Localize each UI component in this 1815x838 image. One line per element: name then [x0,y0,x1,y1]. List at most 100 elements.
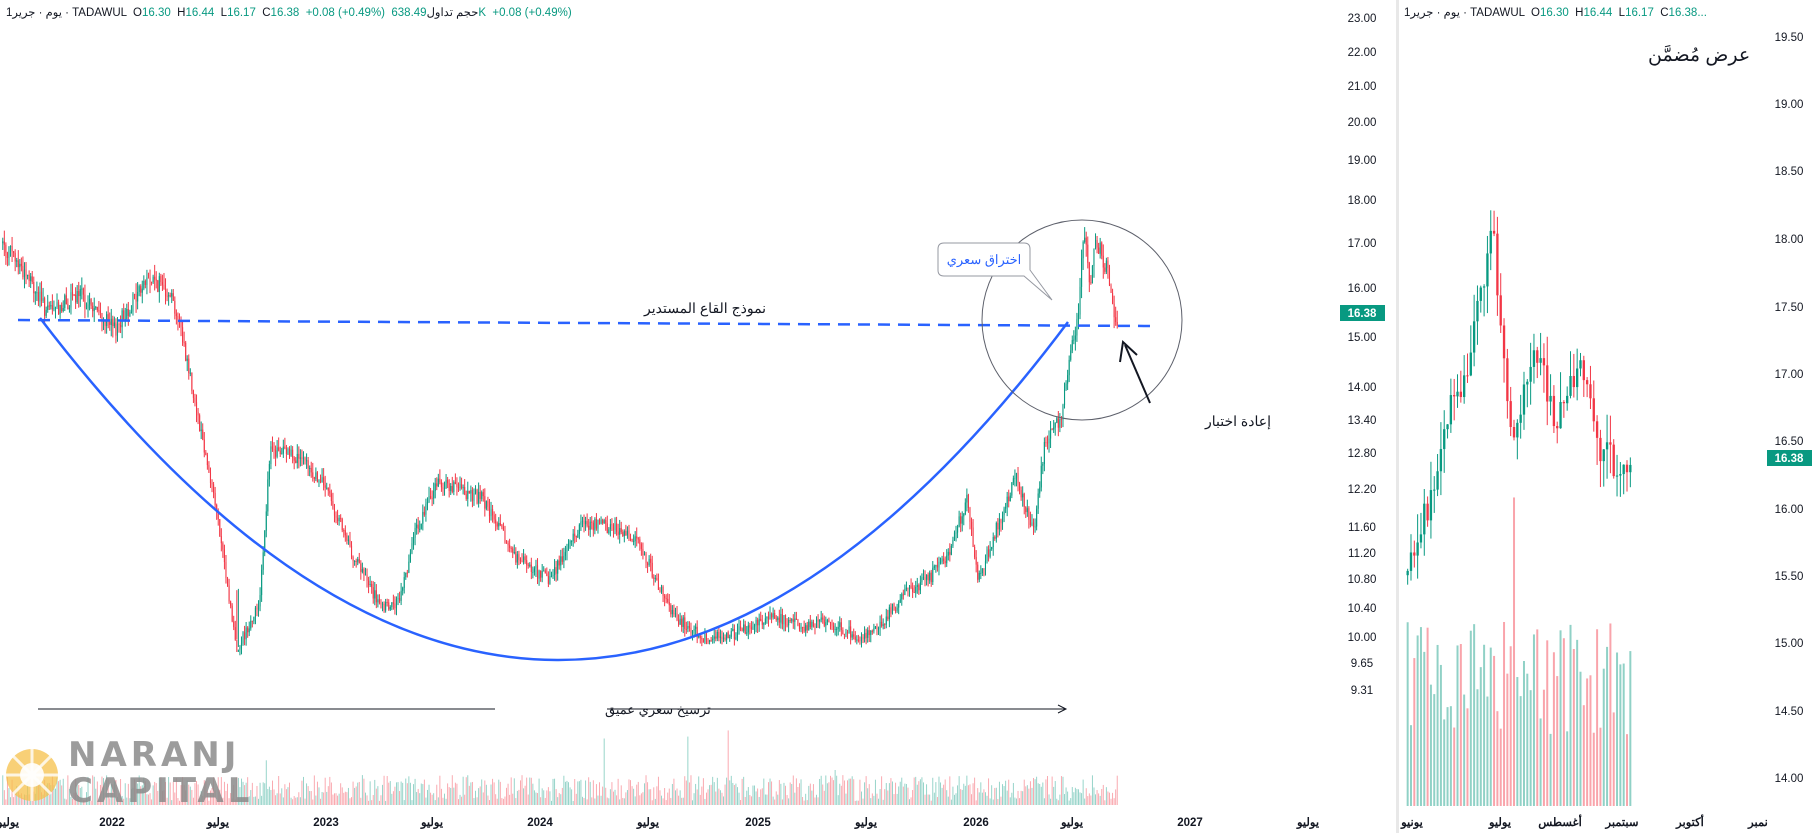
volume-bar [884,789,886,805]
volume-bar [1489,647,1492,806]
volume-bar [1019,798,1021,805]
volume-bar [656,786,658,805]
candle-body [234,627,236,640]
volume-bar [1486,696,1489,806]
candle-body [502,526,504,531]
candle-body [490,508,492,517]
candle-body [90,299,92,306]
candle-body [926,574,928,580]
candle-body [710,640,712,642]
volume-bar [1011,792,1013,805]
candle-body [916,585,918,587]
candle-body [871,630,873,632]
candle-body [138,286,140,292]
candle-body [217,511,219,520]
candle-body [698,635,700,638]
time-tick-label: 2026 [963,817,989,829]
volume-bar [1503,622,1506,806]
volume-bar [439,775,441,805]
price-axis[interactable]: 23.0022.0021.0020.0019.0018.0017.0016.00… [1348,13,1377,697]
volume-bar [1020,790,1022,805]
candle-body [363,569,365,575]
candle-body [130,311,132,313]
volume-bar [183,784,185,805]
volume-bar [836,775,838,805]
volume-bar [344,791,346,805]
candle-body [509,545,511,548]
candle-body [445,479,447,489]
candle-body [616,523,618,532]
volume-bar [192,797,194,805]
volume-bar [98,799,100,805]
candle-body [643,553,646,556]
time-axis[interactable]: يوليو2022يوليو2023يوليو2024يوليو2025يولي… [0,816,1320,830]
volume-bar [988,778,990,805]
time-tick-label: نمبر [1747,817,1768,830]
volume-bar [1526,673,1529,806]
timeframe-label[interactable]: 1يوم [6,7,62,19]
volume-bar [179,800,180,805]
candle-body [780,614,782,623]
volume-bar [923,782,924,805]
volume-bar [583,797,585,805]
candle-body [1039,487,1041,494]
candle-body [275,450,277,457]
inset-price-chart[interactable]: 19.5019.0018.5018.0017.5017.0016.5016.00… [1400,0,1815,833]
candle-body [101,313,103,322]
candle-body [743,624,745,631]
candle-body [236,639,238,652]
volume-bar [983,789,985,805]
volume-bar [1476,689,1479,806]
candle-body [82,288,84,295]
main-chart-panel[interactable]: 23.00 22.00 21.00 20.00 19.00 18.00 17.00 16.00… [0,0,1395,833]
price-tick-label: 15.00 [1775,638,1804,650]
candle-body [660,586,663,592]
candle-body [798,625,801,629]
volume-bar [851,776,853,805]
main-price-chart[interactable]: 23.0022.0021.0020.0019.0018.0017.0016.00… [0,0,1395,833]
panel-divider[interactable] [1396,0,1399,833]
volume-bars [2,730,1118,805]
volume-bar [1033,777,1034,805]
volume-bar [907,787,909,805]
candle-body [653,577,655,579]
candle-body [92,305,94,312]
candle-body [378,599,380,603]
candle-body [1522,384,1526,415]
candle-body [16,260,18,262]
volume-bar [360,797,362,805]
volume-bar [547,787,549,805]
volume-bar [468,785,470,805]
candle-body [219,519,221,537]
volume-bar [354,787,356,805]
candle-body [713,636,715,639]
volume-bar [1569,624,1572,806]
volume-bar [1022,791,1024,805]
volume-bar [335,793,337,805]
candle-body [995,522,997,539]
candle-body [795,618,797,620]
candle-body [1446,424,1449,430]
candle-body [68,307,70,309]
volume-bar [1079,792,1081,805]
volume-bar [1546,640,1549,806]
candle-body [877,628,880,630]
candle-body [13,251,15,253]
volume-bar [1070,798,1072,805]
volume-bar [730,775,732,805]
candle-body [1074,335,1076,340]
volume-bar [130,789,132,805]
volume-bar [502,798,504,805]
inset-time-axis[interactable]: يونيو يوليو أغسطس سبتمبر أكتوبر نمبر [1400,814,1768,830]
volume-bar [389,781,391,805]
volume-bar [1104,800,1106,805]
symbol-label[interactable]: جرير · TADAWUL [12,7,127,19]
candle-body [87,304,89,309]
candle-body [321,477,323,482]
time-tick-label: أغسطس [1538,814,1582,830]
inset-price-axis[interactable]: 19.5019.0018.5018.0017.5017.0016.5016.00… [1775,32,1804,785]
volume-bar [613,791,614,805]
inset-chart-panel[interactable]: 19.50 19.00 18.50 18.00 17.50 17.00 16.50 16.00… [1400,0,1815,833]
volume-bar [822,784,824,805]
volume-bar [768,782,769,805]
